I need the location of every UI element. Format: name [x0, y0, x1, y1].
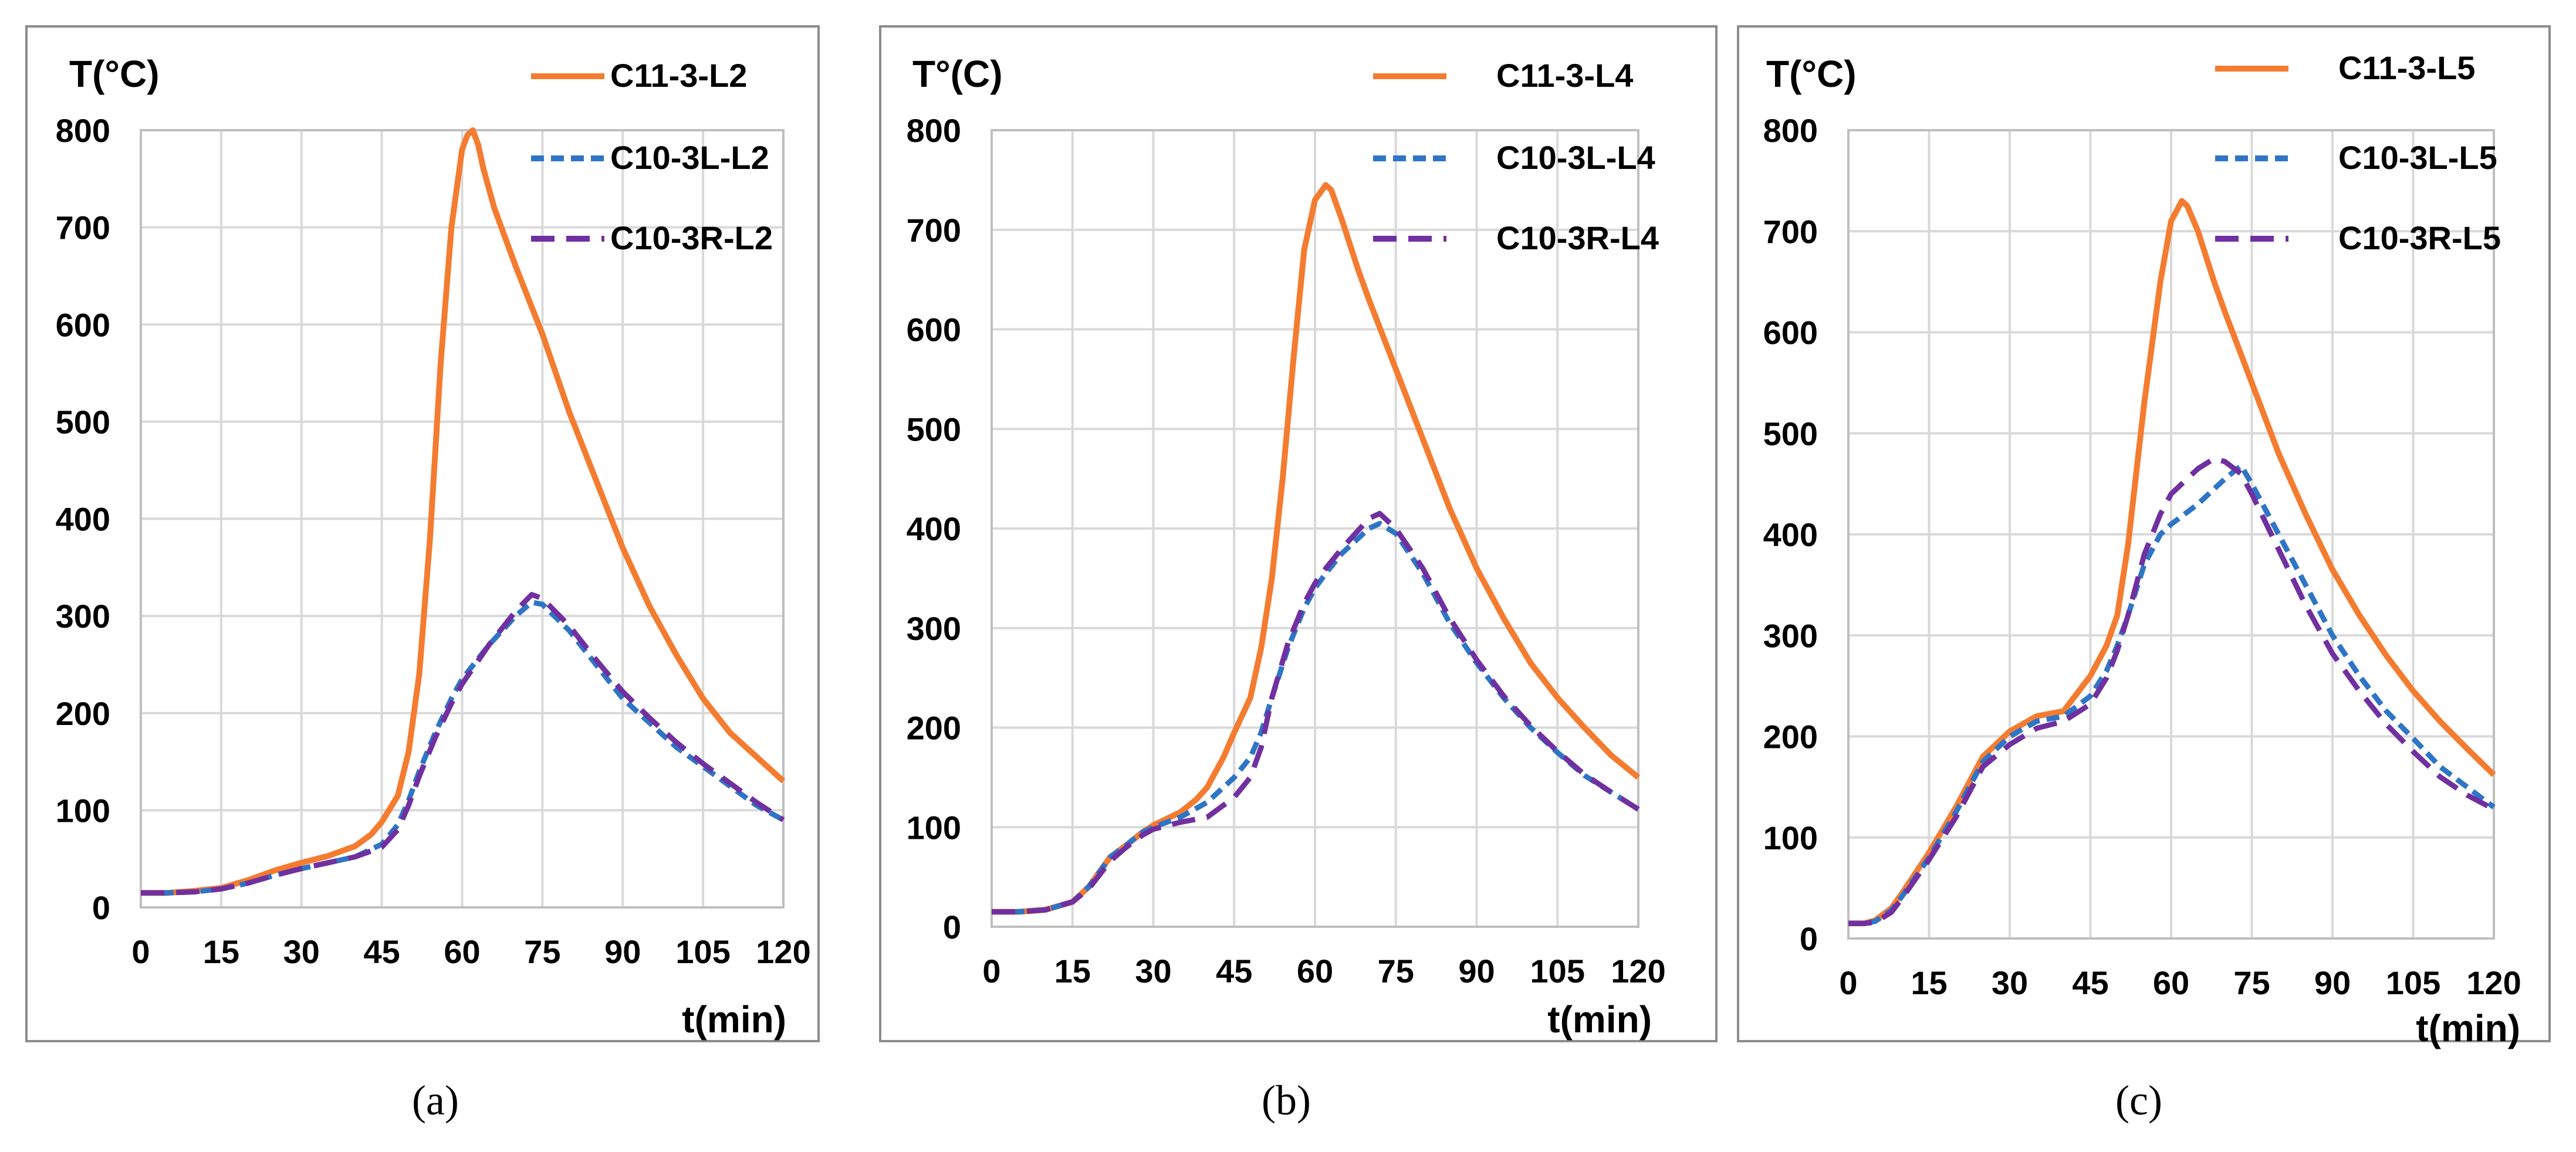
y-tick-label: 400	[1763, 516, 1818, 553]
chart-panel-1: 0 15 30 45 60 75 90 105 120 0 100 200 300 400 500 600 70…	[25, 25, 820, 1124]
series-line-C10-3R-L2	[141, 592, 785, 896]
y-tick-label: 200	[56, 695, 110, 732]
y-tick-label: 100	[1763, 819, 1818, 856]
y-axis-label: T(°C)	[1766, 53, 1857, 95]
panel-caption: (a)	[412, 1077, 459, 1124]
legend-label-C10-3R-L4: C10-3R-L4	[1496, 219, 1659, 256]
x-tick-label: 30	[1135, 953, 1171, 990]
y-tick-label: 800	[56, 112, 110, 149]
y-tick-label: 100	[907, 809, 961, 846]
x-tick-label: 30	[1992, 964, 2028, 1001]
y-tick-label: 100	[56, 792, 110, 829]
legend-label-C10-3R-L2: C10-3R-L2	[610, 219, 773, 256]
series-line-C11-3-L5	[1848, 198, 2496, 927]
x-tick-label: 75	[2233, 964, 2270, 1001]
series-line-C10-3R-L5	[1848, 456, 2496, 926]
panel-frame	[1737, 25, 2551, 1042]
y-tick-label: 600	[1763, 314, 1818, 351]
y-tick-label: 300	[1763, 617, 1818, 654]
legend-label-C11-3-L5: C11-3-L5	[2338, 49, 2475, 86]
x-tick-label: 90	[2314, 964, 2351, 1001]
y-tick-label: 500	[1763, 415, 1818, 452]
y-tick-label: 500	[56, 404, 110, 441]
series-line-C10-3R-L4	[992, 511, 1640, 914]
x-tick-label: 45	[363, 933, 400, 970]
x-tick-label: 15	[1911, 964, 1947, 1001]
panel-caption: (b)	[1262, 1077, 1311, 1124]
legend-label-C11-3-L2: C11-3-L2	[610, 57, 747, 94]
y-tick-label: 500	[907, 411, 961, 448]
series-line-C10-3L-L4	[992, 521, 1640, 914]
series-line-C11-3-L2	[141, 127, 786, 896]
legend-label-C10-3R-L5: C10-3R-L5	[2338, 219, 2501, 256]
y-tick-label: 300	[907, 610, 961, 647]
x-tick-label: 75	[524, 933, 560, 970]
panel-frame	[879, 25, 1718, 1042]
x-tick-label: 90	[1458, 953, 1495, 990]
y-tick-label: 400	[56, 501, 110, 538]
x-tick-label: 45	[2072, 964, 2108, 1001]
x-axis-label: t(min)	[1547, 998, 1652, 1041]
legend-label-C11-3-L4: C11-3-L4	[1496, 57, 1633, 94]
x-tick-label: 0	[1839, 964, 1857, 1001]
y-tick-label: 700	[56, 209, 110, 246]
y-tick-label: 0	[1800, 920, 1818, 957]
chart-panel-2: 0 15 30 45 60 75 90 105 120 0 100 200 300 400 500 600 70…	[879, 25, 1718, 1124]
x-tick-label: 120	[1611, 953, 1665, 990]
y-axis-label: T°(C)	[912, 53, 1003, 95]
legend-label-C10-3L-L2: C10-3L-L2	[610, 139, 769, 176]
y-tick-label: 600	[56, 306, 110, 343]
x-axis-label: t(min)	[682, 998, 786, 1041]
x-tick-label: 105	[2386, 964, 2440, 1001]
x-tick-label: 0	[131, 933, 150, 970]
legend-label-C10-3L-L4: C10-3L-L4	[1496, 139, 1655, 176]
y-tick-label: 600	[907, 311, 961, 348]
y-tick-label: 800	[1763, 112, 1818, 149]
plot-area	[1847, 129, 2495, 940]
x-axis-label: t(min)	[2416, 1007, 2520, 1049]
x-tick-label: 0	[982, 953, 1000, 990]
y-tick-label: 700	[907, 212, 961, 249]
y-tick-label: 200	[1763, 719, 1818, 755]
x-tick-label: 75	[1378, 953, 1414, 990]
x-tick-label: 15	[1054, 953, 1091, 990]
x-tick-label: 60	[1297, 953, 1333, 990]
y-tick-label: 0	[92, 889, 110, 926]
x-tick-label: 120	[2466, 964, 2521, 1001]
x-tick-label: 15	[203, 933, 239, 970]
x-tick-label: 45	[1216, 953, 1252, 990]
plot-area	[140, 129, 785, 909]
y-axis-label: T(°C)	[69, 53, 160, 95]
x-tick-label: 105	[1530, 953, 1585, 990]
plot-area	[990, 129, 1639, 928]
x-tick-label: 60	[444, 933, 480, 970]
y-tick-label: 700	[1763, 213, 1818, 250]
x-tick-label: 105	[675, 933, 730, 970]
y-tick-label: 300	[56, 598, 110, 635]
x-tick-label: 120	[756, 933, 810, 970]
x-tick-label: 60	[2153, 964, 2189, 1001]
y-tick-label: 0	[943, 909, 961, 946]
panel-frame	[25, 25, 820, 1042]
panel-caption: (c)	[2115, 1077, 2162, 1124]
x-tick-label: 30	[283, 933, 320, 970]
y-tick-label: 400	[907, 510, 961, 547]
chart-panel-3: 0 15 30 45 60 75 90 105 120 0 100 200 300 400 500 600 70…	[1737, 25, 2551, 1124]
x-tick-label: 90	[604, 933, 641, 970]
y-tick-label: 800	[907, 112, 961, 149]
y-tick-label: 200	[907, 710, 961, 747]
legend-label-C10-3L-L5: C10-3L-L5	[2338, 139, 2497, 176]
